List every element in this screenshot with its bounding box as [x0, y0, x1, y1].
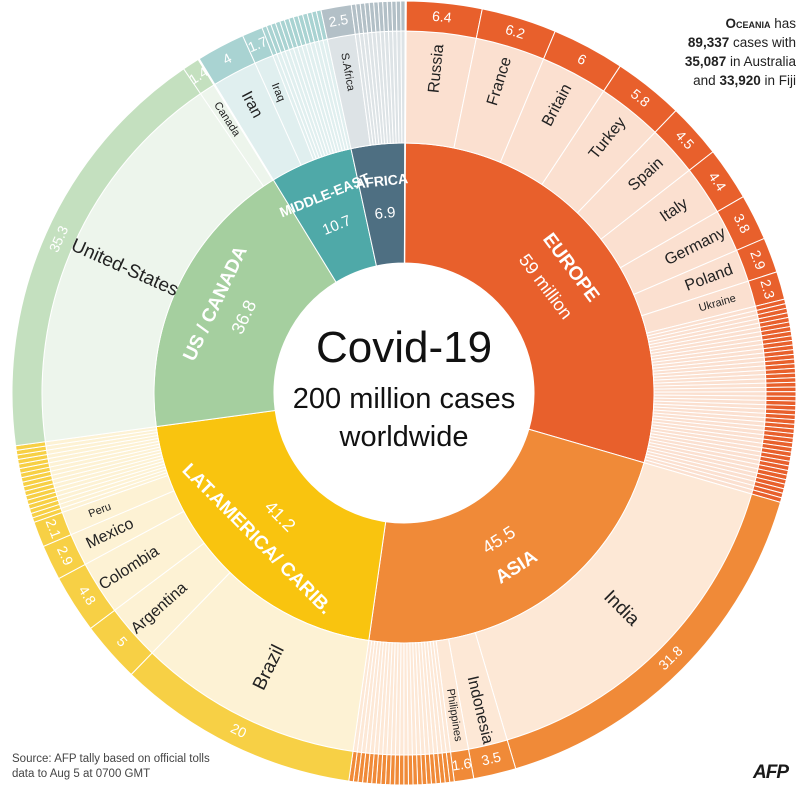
oceania-l2: cases with [729, 35, 796, 50]
oceania-l1: has [770, 16, 796, 31]
afp-logo: AFP [753, 762, 789, 783]
region-oceania [403, 142, 406, 264]
country-value-iraq: 1.7 [246, 33, 270, 55]
country-value-peru: 2.1 [43, 517, 65, 541]
source-line1: Source: AFP tally based on official toll… [12, 753, 210, 765]
oceania-total: 89,337 [687, 35, 730, 50]
country-other-asia [403, 642, 409, 756]
region-label-africa: AFRICA [354, 170, 408, 191]
oceania-australia: 35,087 [684, 54, 727, 69]
country-other-oceania [404, 30, 407, 144]
oceania-name: Oceania [725, 16, 771, 31]
country-value-brazil: 20 [228, 720, 249, 741]
oceania-note: Oceania has 89,337 cases with 35,087 in … [596, 14, 796, 90]
center-title: Covid-19 [316, 323, 492, 372]
center-text: Covid-19 200 million cases worldwide [293, 323, 515, 453]
country-value-germany: 3.8 [731, 211, 754, 236]
band-other-africa [395, 0, 402, 32]
country-value-s-africa: 2.5 [327, 11, 349, 30]
center-line2: worldwide [339, 421, 469, 453]
country-value-poland: 2.9 [747, 248, 769, 272]
oceania-l4a: and [693, 73, 720, 88]
center-line1: 200 million cases [293, 383, 515, 415]
country-label-russia: Russia [426, 43, 448, 93]
source-note: Source: AFP tally based on official toll… [12, 752, 272, 782]
band-other-europe [765, 386, 797, 393]
country-value-france: 6.2 [504, 21, 528, 42]
country-value-indonesia: 3.5 [480, 748, 503, 768]
region-value-africa: 6.9 [374, 204, 397, 223]
country-value-russia: 6.4 [431, 8, 452, 26]
oceania-l3: in Australia [726, 54, 796, 69]
source-line2: data to Aug 5 at 0700 GMT [12, 768, 151, 780]
oceania-l4c: in Fiji [760, 73, 796, 88]
segments-layer [11, 0, 797, 786]
band-other-africa [400, 0, 406, 32]
band-other-asia [403, 754, 409, 786]
country-value-ukraine: 2.3 [757, 278, 778, 301]
oceania-fiji: 33,920 [719, 73, 761, 88]
country-value-mexico: 2.9 [54, 543, 77, 568]
country-value-philippines: 1.6 [451, 755, 473, 774]
